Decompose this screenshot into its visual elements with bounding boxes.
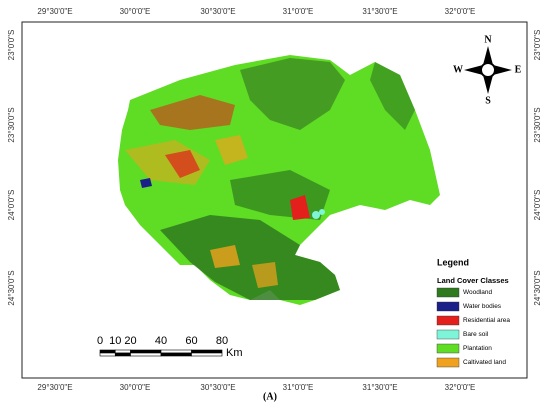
residential-patch xyxy=(150,95,235,130)
legend-swatch xyxy=(436,301,460,312)
scale-segment xyxy=(160,352,192,357)
legend-label: Woodland xyxy=(463,289,493,296)
legend-swatch xyxy=(436,315,460,326)
longitude-label: 29°30'0"E xyxy=(37,383,72,392)
legend-label: Bare soil xyxy=(463,331,489,338)
cultivated-patch xyxy=(252,262,278,288)
woodland-patch xyxy=(370,62,415,130)
scale-segment xyxy=(160,349,192,354)
latitude-label: 23°0'0"S xyxy=(7,30,16,61)
legend-label: Residential area xyxy=(463,317,510,324)
scale-label: 80 xyxy=(216,335,228,347)
scale-label: 0 xyxy=(97,335,103,347)
scale-segment xyxy=(130,349,162,354)
legend-swatch xyxy=(436,287,460,298)
scale-segment xyxy=(130,352,162,357)
legend-swatch xyxy=(436,343,460,354)
latitude-label: 24°0'0"S xyxy=(7,190,16,221)
caption: (A) xyxy=(263,391,277,402)
legend-label: Plantation xyxy=(463,345,492,352)
compass-w: W xyxy=(453,64,463,75)
compass-n: N xyxy=(484,34,492,45)
longitude-label: 31°30'0"E xyxy=(362,7,397,16)
longitude-label: 31°0'0"E xyxy=(283,383,314,392)
residential-patch xyxy=(290,195,310,220)
cultivated-patch xyxy=(215,135,248,165)
longitude-label: 29°30'0"E xyxy=(37,7,72,16)
woodland-patch xyxy=(240,58,345,130)
scale-label: 60 xyxy=(185,335,197,347)
latitude-label: 24°30'0"S xyxy=(7,270,16,305)
legend-subtitle: Land Cover Classes xyxy=(437,276,509,285)
longitude-label: 30°0'0"E xyxy=(120,7,151,16)
legend-swatch xyxy=(436,357,460,368)
longitude-label: 32°0'0"E xyxy=(445,383,476,392)
scale-segment xyxy=(191,352,223,357)
latitude-label: 24°0'0"S xyxy=(533,190,542,221)
scale-unit: Km xyxy=(226,347,243,359)
latitude-label: 24°30'0"S xyxy=(533,270,542,305)
scale-segment xyxy=(114,352,131,357)
latitude-label: 23°30'0"S xyxy=(7,107,16,142)
woodland-patch xyxy=(160,215,340,300)
compass-s: S xyxy=(485,95,491,106)
longitude-label: 32°0'0"E xyxy=(445,7,476,16)
compass-e: E xyxy=(515,64,522,75)
water-patch xyxy=(140,178,152,188)
scale-label: 20 xyxy=(124,335,136,347)
bare-soil-patch xyxy=(312,211,320,219)
scale-label: 10 xyxy=(109,335,121,347)
compass-rose: N S E W xyxy=(453,34,522,106)
legend-swatch xyxy=(436,329,460,340)
longitude-label: 30°0'0"E xyxy=(120,383,151,392)
longitude-label: 30°30'0"E xyxy=(200,383,235,392)
longitude-label: 30°30'0"E xyxy=(200,7,235,16)
legend-label: Water bodies xyxy=(463,303,502,310)
cultivated-patch xyxy=(210,245,240,268)
scale-segment xyxy=(99,352,116,357)
bare-soil-patch xyxy=(319,209,325,215)
latitude-label: 23°30'0"S xyxy=(533,107,542,142)
scale-segment xyxy=(191,349,223,354)
legend-title: Legend xyxy=(437,257,469,267)
legend-label: Caltivated land xyxy=(463,359,506,366)
land-cover-area xyxy=(118,55,440,305)
latitude-label: 23°0'0"S xyxy=(533,30,542,61)
longitude-label: 31°30'0"E xyxy=(362,383,397,392)
scale-segment xyxy=(99,349,116,354)
residential-patch xyxy=(165,150,200,178)
scale-label: 40 xyxy=(155,335,167,347)
longitude-label: 31°0'0"E xyxy=(283,7,314,16)
scale-segment xyxy=(114,349,131,354)
